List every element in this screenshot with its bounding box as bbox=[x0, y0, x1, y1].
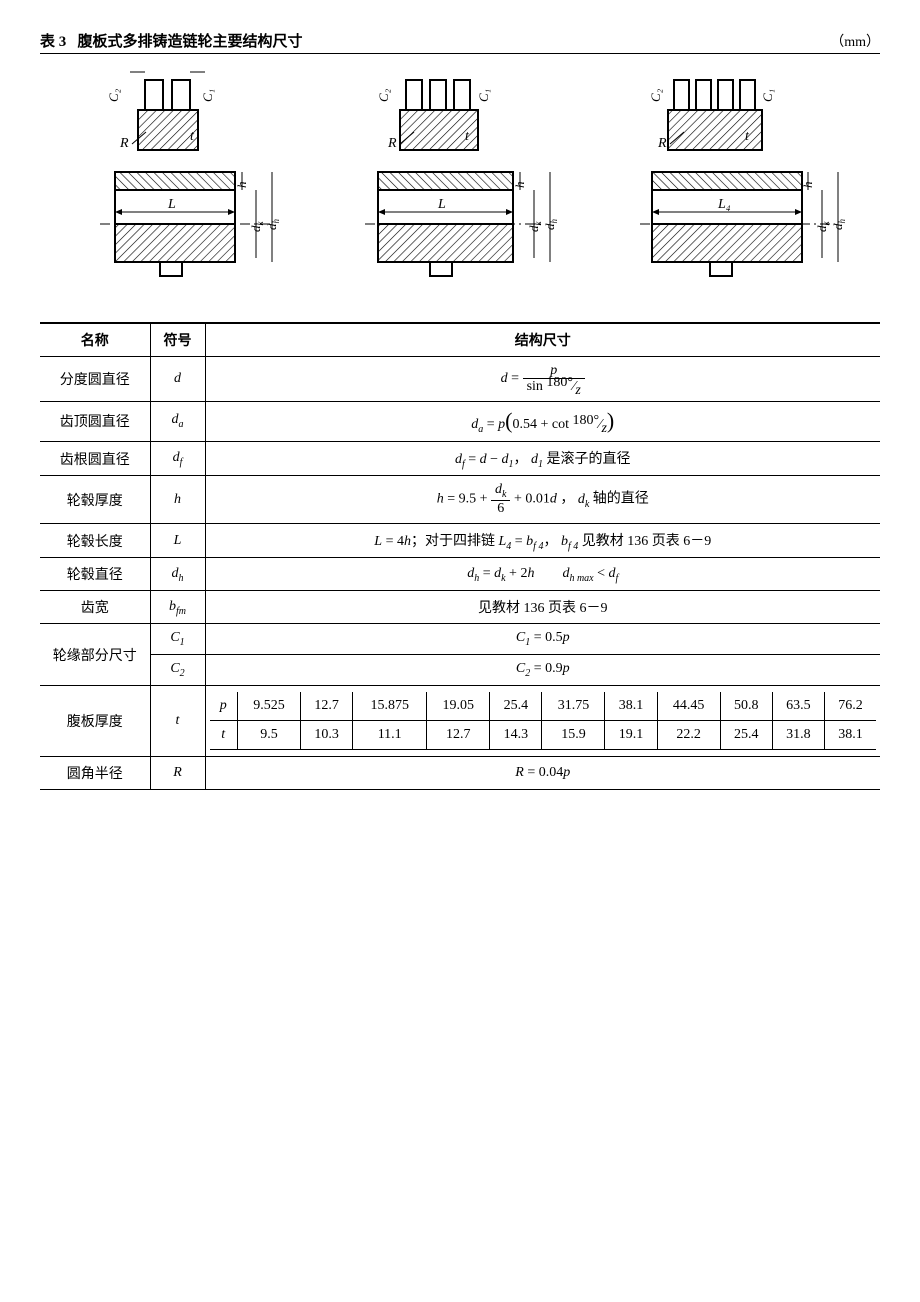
name-dh: 轮毂直径 bbox=[40, 558, 150, 591]
formula-d: d = p sin 180°⁄z bbox=[205, 357, 880, 402]
t-subtable-cell: p 9.525 12.7 15.875 19.05 25.4 31.75 38.… bbox=[205, 686, 880, 757]
name-bfm: 齿宽 bbox=[40, 591, 150, 624]
sym-t: t bbox=[150, 686, 205, 757]
svg-text:L: L bbox=[437, 197, 446, 212]
sym-h: h bbox=[150, 476, 205, 523]
row-C1: 轮缘部分尺寸 C1 C1 = 0.5p bbox=[40, 624, 880, 655]
row-da: 齿顶圆直径 da da = p(0.54 + cot 180°⁄z) bbox=[40, 401, 880, 441]
sym-dh: dh bbox=[150, 558, 205, 591]
sym-df: df bbox=[150, 441, 205, 476]
table-title-row: 表 3 腹板式多排铸造链轮主要结构尺寸 （mm） bbox=[40, 30, 880, 54]
name-da: 齿顶圆直径 bbox=[40, 401, 150, 441]
svg-text:dk: dk bbox=[248, 221, 265, 233]
formula-R: R = 0.04p bbox=[205, 757, 880, 790]
svg-text:R: R bbox=[657, 136, 667, 151]
sym-da: da bbox=[150, 401, 205, 441]
row-C2: C2 C2 = 0.9p bbox=[40, 655, 880, 686]
svg-text:R: R bbox=[387, 136, 397, 151]
svg-text:L₄: L₄ bbox=[717, 197, 731, 212]
sym-R: R bbox=[150, 757, 205, 790]
name-L: 轮毂长度 bbox=[40, 523, 150, 558]
row-t: 腹板厚度 t p 9.525 12.7 15.875 19.05 25.4 31… bbox=[40, 686, 880, 757]
diagram-2: C₂ C₁ t R L h dk dh bbox=[330, 62, 570, 312]
diagram-row: C₂ C₁ t R L h dk dh bbox=[40, 54, 880, 323]
col-symbol: 符号 bbox=[150, 324, 205, 357]
table-title: 表 3 腹板式多排铸造链轮主要结构尺寸 bbox=[40, 30, 303, 51]
formula-bfm: 见教材 136 页表 6－9 bbox=[205, 591, 880, 624]
row-h: 轮毂厚度 h h = 9.5 + dk6 + 0.01d ， dk 轴的直径 bbox=[40, 476, 880, 523]
svg-text:C₁: C₁ bbox=[476, 89, 491, 102]
dimensions-table: 名称 符号 结构尺寸 分度圆直径 d d = p sin 180°⁄z 齿顶圆直… bbox=[40, 323, 880, 790]
svg-text:L: L bbox=[167, 197, 176, 212]
sym-C2: C2 bbox=[150, 655, 205, 686]
name-R: 圆角半径 bbox=[40, 757, 150, 790]
t-row-t: t 9.5 10.3 11.1 12.7 14.3 15.9 19.1 22.2… bbox=[210, 721, 877, 750]
title-prefix: 表 3 bbox=[40, 34, 66, 50]
row-df: 齿根圆直径 df df = d − d1， d1 是滚子的直径 bbox=[40, 441, 880, 476]
svg-text:C₂: C₂ bbox=[106, 88, 121, 102]
sym-d: d bbox=[150, 357, 205, 402]
sym-bfm: bfm bbox=[150, 591, 205, 624]
svg-text:R: R bbox=[119, 136, 129, 151]
table-header-row: 名称 符号 结构尺寸 bbox=[40, 324, 880, 357]
name-df: 齿根圆直径 bbox=[40, 441, 150, 476]
svg-text:C₁: C₁ bbox=[200, 89, 215, 102]
table-unit: （mm） bbox=[830, 31, 880, 51]
title-text: 腹板式多排铸造链轮主要结构尺寸 bbox=[78, 34, 303, 50]
formula-da: da = p(0.54 + cot 180°⁄z) bbox=[205, 401, 880, 441]
formula-C1: C1 = 0.5p bbox=[205, 624, 880, 655]
diagram-1: C₂ C₁ t R L h dk dh bbox=[60, 62, 290, 312]
row-d: 分度圆直径 d d = p sin 180°⁄z bbox=[40, 357, 880, 402]
t-subtable: p 9.525 12.7 15.875 19.05 25.4 31.75 38.… bbox=[210, 692, 877, 750]
row-R: 圆角半径 R R = 0.04p bbox=[40, 757, 880, 790]
formula-dh: dh = dk + 2h dh max < df bbox=[205, 558, 880, 591]
sym-C1: C1 bbox=[150, 624, 205, 655]
svg-text:C₂: C₂ bbox=[648, 88, 663, 102]
name-d: 分度圆直径 bbox=[40, 357, 150, 402]
sym-L: L bbox=[150, 523, 205, 558]
svg-text:C₂: C₂ bbox=[376, 88, 391, 102]
row-bfm: 齿宽 bfm 见教材 136 页表 6－9 bbox=[40, 591, 880, 624]
col-dim: 结构尺寸 bbox=[205, 324, 880, 357]
formula-C2: C2 = 0.9p bbox=[205, 655, 880, 686]
svg-text:dh: dh bbox=[264, 219, 281, 231]
t-row-p: p 9.525 12.7 15.875 19.05 25.4 31.75 38.… bbox=[210, 692, 877, 721]
name-C: 轮缘部分尺寸 bbox=[40, 624, 150, 686]
name-h: 轮毂厚度 bbox=[40, 476, 150, 523]
svg-text:C₁: C₁ bbox=[760, 89, 775, 102]
formula-h: h = 9.5 + dk6 + 0.01d ， dk 轴的直径 bbox=[205, 476, 880, 523]
formula-df: df = d − d1， d1 是滚子的直径 bbox=[205, 441, 880, 476]
name-t: 腹板厚度 bbox=[40, 686, 150, 757]
svg-text:h: h bbox=[234, 182, 249, 189]
diagram-3: C₂ C₁ t R L₄ h dk dh bbox=[610, 62, 860, 312]
formula-L: L = 4h；对于四排链 L4 = bf 4， bf 4 见教材 136 页表 … bbox=[205, 523, 880, 558]
row-L: 轮毂长度 L L = 4h；对于四排链 L4 = bf 4， bf 4 见教材 … bbox=[40, 523, 880, 558]
row-dh: 轮毂直径 dh dh = dk + 2h dh max < df bbox=[40, 558, 880, 591]
col-name: 名称 bbox=[40, 324, 150, 357]
